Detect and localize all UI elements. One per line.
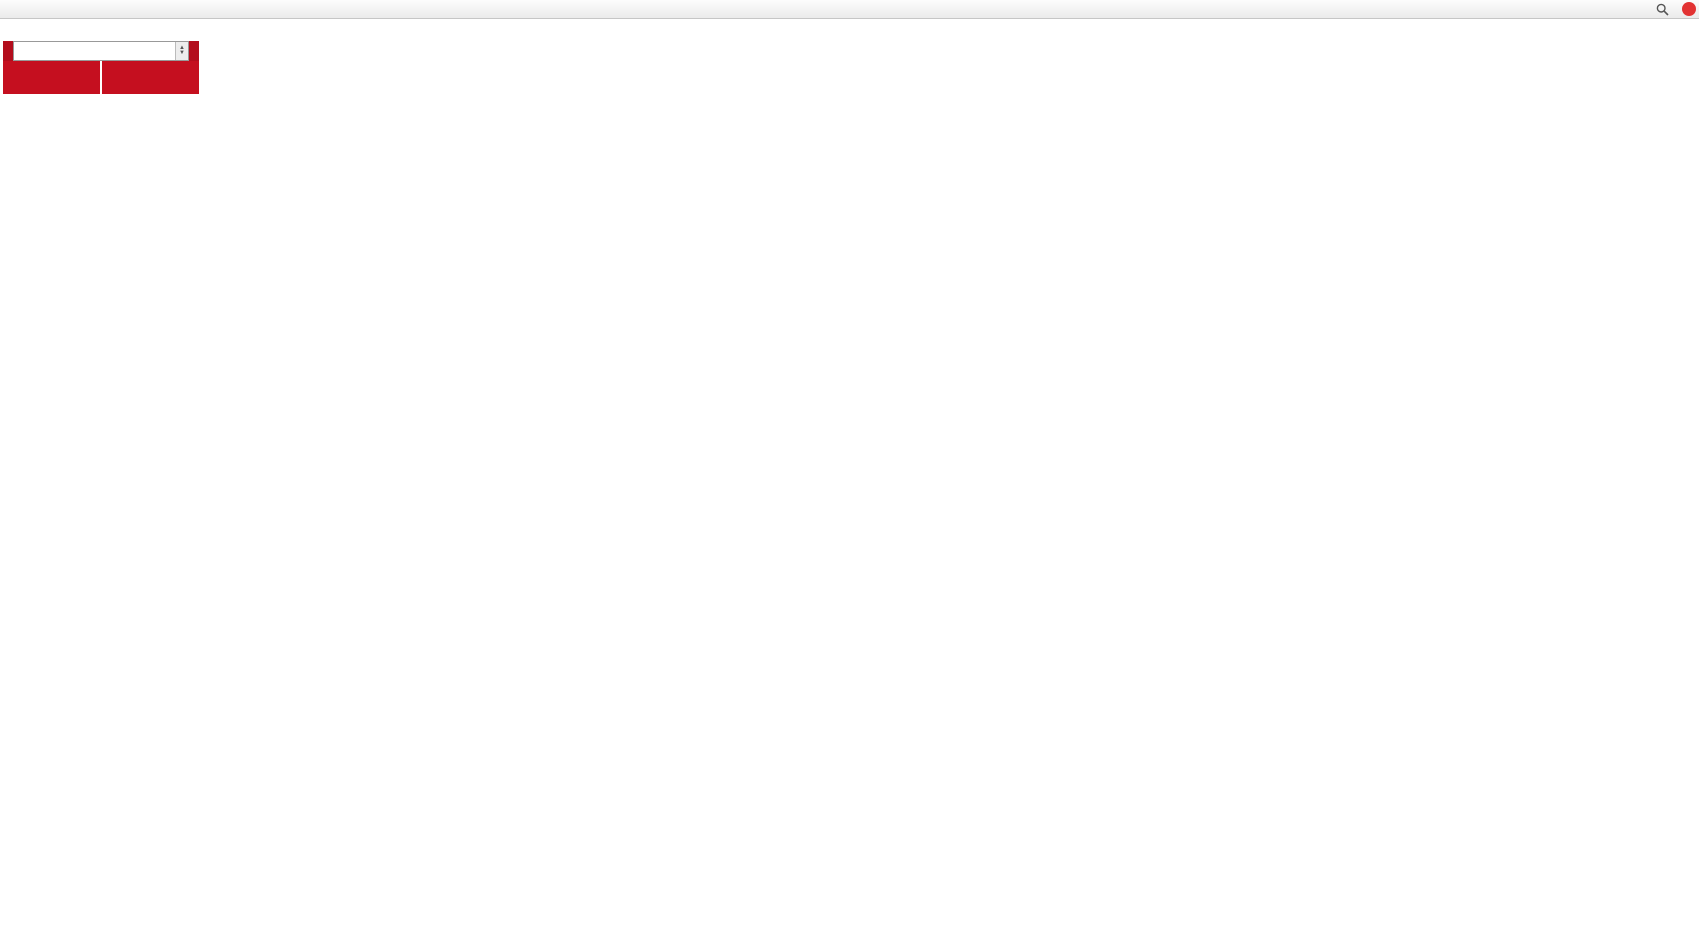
price-axis[interactable] — [1523, 19, 1567, 855]
spinner-up-icon[interactable]: ▲ — [179, 45, 185, 51]
buy-button[interactable] — [189, 41, 199, 61]
sell-price-button[interactable] — [3, 61, 100, 94]
volume-spinner[interactable]: ▲ ▼ — [175, 42, 188, 60]
spinner-down-icon[interactable]: ▼ — [179, 50, 185, 56]
buy-price-button[interactable] — [102, 61, 199, 94]
volume-input[interactable] — [14, 42, 175, 60]
search-button[interactable] — [1653, 1, 1672, 18]
trade-panel-header: ▲ ▼ — [3, 41, 199, 61]
main-toolbar — [0, 0, 1699, 19]
trade-panel-prices — [3, 61, 199, 94]
sell-button[interactable] — [3, 41, 13, 61]
one-click-trade-panel: ▲ ▼ — [3, 41, 199, 94]
search-icon — [1656, 3, 1669, 16]
time-axis[interactable] — [0, 856, 1522, 876]
notification-badge[interactable] — [1682, 2, 1696, 16]
volume-box: ▲ ▼ — [13, 41, 189, 61]
